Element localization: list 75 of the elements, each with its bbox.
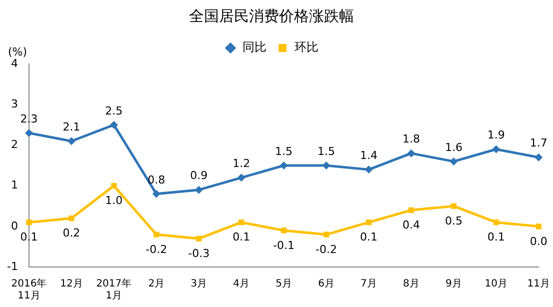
- y-axis-title: (%): [8, 45, 28, 58]
- point: [67, 137, 76, 146]
- x-tick-label: 6月: [318, 278, 334, 290]
- point: [280, 228, 287, 234]
- point: [24, 129, 33, 138]
- point: [408, 207, 414, 213]
- x-tick-label: 7月: [360, 278, 377, 290]
- point: [237, 174, 246, 182]
- data-label: 1.0: [105, 194, 123, 208]
- data-label: 0.9: [190, 169, 208, 182]
- data-label: 1.8: [402, 132, 420, 146]
- data-label: 2.5: [105, 104, 123, 118]
- point: [196, 236, 202, 242]
- x-tick-label: 3月: [190, 278, 208, 290]
- x-tick-label: 5月: [276, 278, 292, 290]
- point: [536, 224, 542, 230]
- y-tick-label: 4: [10, 56, 18, 70]
- legend-label: 同比: [242, 40, 266, 54]
- point: [152, 190, 160, 198]
- data-label: 0.4: [402, 218, 420, 232]
- data-label: 0.1: [20, 230, 38, 244]
- data-label: 0.8: [148, 173, 166, 186]
- point: [323, 232, 330, 238]
- point: [238, 220, 244, 226]
- data-label: 2.3: [20, 112, 38, 126]
- point: [492, 145, 500, 154]
- point: [26, 220, 32, 226]
- point: [68, 215, 74, 222]
- data-label: 2.1: [62, 120, 80, 134]
- x-tick-label: 8月: [403, 278, 420, 290]
- point: [111, 182, 117, 189]
- data-label: -0.2: [316, 242, 338, 256]
- data-label: 0.1: [360, 230, 378, 244]
- x-tick-label: 4月: [233, 278, 250, 290]
- data-label: -0.1: [273, 238, 295, 252]
- point: [154, 232, 160, 238]
- point: [450, 203, 457, 209]
- x-tick-label: 2016年 11月: [11, 278, 47, 302]
- y-tick-label: 2: [10, 138, 18, 152]
- data-label: -0.3: [188, 246, 210, 260]
- data-label: -0.2: [146, 242, 168, 256]
- chart-title: 全国居民消费价格涨跌幅: [189, 6, 354, 25]
- x-tick-label: 9月: [446, 278, 462, 290]
- x-tick-label: 2017年 1月: [96, 278, 132, 302]
- data-label: 1.6: [444, 140, 462, 154]
- data-label: 1.2: [232, 157, 250, 170]
- data-label: 0.5: [444, 214, 462, 228]
- point: [534, 153, 543, 162]
- data-label: 0.1: [232, 230, 250, 244]
- y-tick-label: 3: [10, 97, 18, 110]
- data-label: 1.5: [318, 144, 336, 158]
- legend-label: 环比: [294, 40, 318, 54]
- y-tick-label: 1: [10, 178, 18, 192]
- point: [110, 120, 118, 129]
- point: [322, 162, 330, 170]
- x-tick-label: 11月: [527, 278, 550, 290]
- data-label: 1.9: [487, 128, 505, 142]
- data-label: 0.0: [530, 234, 548, 248]
- point: [450, 157, 458, 166]
- x-tick-label: 10月: [484, 278, 508, 290]
- point: [407, 149, 416, 158]
- data-label: 0.1: [487, 230, 505, 244]
- data-label: 0.2: [62, 226, 80, 240]
- y-tick-label: 0: [10, 219, 18, 232]
- point: [194, 186, 203, 194]
- data-label: 1.5: [275, 144, 293, 158]
- x-tick-label: 2月: [148, 278, 165, 290]
- x-tick-label: 12月: [60, 278, 83, 290]
- point: [364, 166, 373, 174]
- data-label: 1.7: [530, 136, 548, 150]
- data-label: 1.4: [360, 148, 378, 162]
- point: [280, 162, 288, 170]
- point: [493, 220, 499, 226]
- y-tick-label: -1: [7, 260, 18, 273]
- point: [366, 220, 372, 226]
